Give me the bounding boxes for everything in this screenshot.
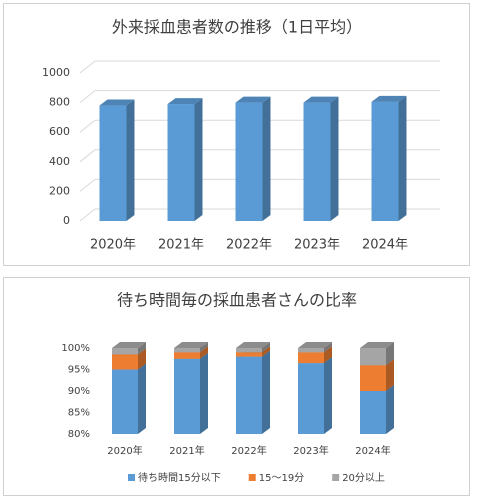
- bar-side: [126, 99, 135, 221]
- y-tick-label: 800: [49, 96, 70, 109]
- legend-label: 待ち時間15分以下: [138, 471, 221, 484]
- y-tick-label: 100%: [61, 343, 90, 354]
- bar-side: [262, 346, 270, 357]
- bar: [112, 348, 138, 355]
- legend-label: 15～19分: [259, 472, 304, 484]
- bar: [174, 358, 200, 434]
- bar: [236, 356, 262, 434]
- bar: [167, 104, 195, 221]
- y-tick-label: 600: [49, 125, 70, 138]
- bar: [360, 348, 386, 366]
- bar: [298, 363, 324, 434]
- x-tick-label: 2023年: [294, 238, 340, 253]
- legend-label: 20分以上: [342, 472, 385, 484]
- chart-title: 外来採血患者数の推移（1日平均）: [112, 18, 362, 37]
- bar-side: [200, 346, 208, 359]
- bar-side: [138, 342, 146, 355]
- bar-side: [194, 98, 203, 221]
- bar: [112, 369, 138, 434]
- x-tick-label: 2021年: [158, 238, 204, 253]
- grid-line: [79, 60, 440, 74]
- bar-side: [330, 96, 339, 221]
- bar-top: [360, 342, 394, 348]
- x-tick-label: 2020年: [107, 444, 142, 457]
- bar-side: [386, 385, 394, 434]
- bar: [360, 365, 386, 391]
- y-tick-label: 85%: [68, 408, 90, 419]
- bar: [303, 102, 331, 221]
- bar: [174, 352, 200, 359]
- y-tick-label: 0: [63, 214, 70, 227]
- bar-side: [386, 359, 394, 391]
- bar: [371, 101, 399, 221]
- bar-side: [200, 342, 208, 353]
- bar-top: [303, 96, 339, 103]
- y-tick-label: 90%: [68, 386, 90, 397]
- chart-title: 待ち時間毎の採血患者さんの比率: [117, 291, 357, 310]
- bar-top: [371, 95, 407, 102]
- x-tick-label: 2024年: [362, 238, 408, 253]
- x-tick-label: 2021年: [169, 444, 204, 457]
- x-tick-label: 2023年: [293, 444, 328, 457]
- bar-top: [174, 342, 208, 348]
- x-tick-label: 2022年: [231, 444, 266, 457]
- x-tick-label: 2024年: [355, 444, 390, 457]
- y-tick-label: 1000: [42, 66, 70, 79]
- bar: [298, 352, 324, 364]
- grid-line: [79, 90, 440, 103]
- legend-swatch: [332, 474, 340, 481]
- bar-side: [138, 348, 146, 370]
- bar: [236, 352, 262, 357]
- y-tick-label: 400: [49, 155, 70, 168]
- bar: [236, 348, 262, 353]
- bar-side: [398, 95, 407, 221]
- bar-side: [386, 342, 394, 366]
- bar-top: [112, 342, 146, 348]
- bar-top: [167, 98, 203, 105]
- bar: [235, 102, 263, 221]
- y-tick-label: 200: [49, 184, 70, 197]
- bar-side: [324, 342, 332, 353]
- bar: [298, 348, 324, 353]
- bar-top: [99, 99, 135, 106]
- bar-side: [200, 352, 208, 434]
- bar-side: [138, 363, 146, 434]
- bar: [174, 348, 200, 353]
- legend-swatch: [248, 474, 256, 481]
- bar-top: [235, 96, 271, 103]
- bar-top: [298, 342, 332, 348]
- bar-top: [236, 342, 270, 348]
- x-tick-label: 2022年: [226, 238, 272, 253]
- bar-side: [262, 96, 271, 221]
- y-tick-label: 80%: [68, 429, 90, 440]
- bar: [99, 105, 127, 221]
- bar-side: [324, 357, 332, 434]
- bar-side: [262, 342, 270, 353]
- bar-side: [324, 346, 332, 364]
- y-tick-label: 95%: [68, 365, 90, 376]
- bar-side: [262, 350, 270, 434]
- x-tick-label: 2020年: [90, 238, 136, 253]
- legend-swatch: [128, 474, 135, 481]
- bar: [112, 354, 138, 370]
- bar: [360, 391, 386, 434]
